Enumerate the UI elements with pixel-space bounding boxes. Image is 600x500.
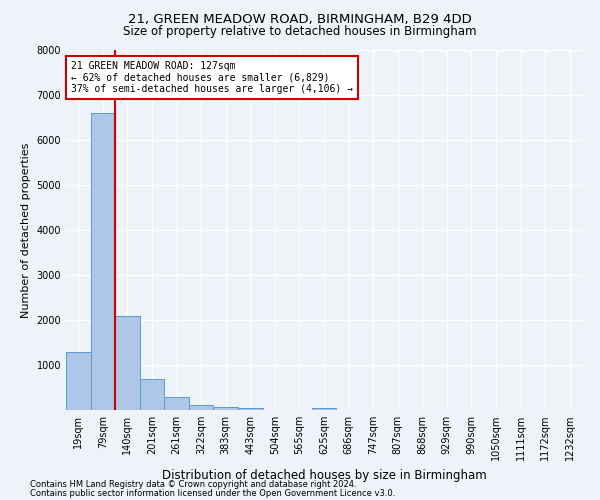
Text: Size of property relative to detached houses in Birmingham: Size of property relative to detached ho… (123, 25, 477, 38)
Bar (91, 113, 115, 410)
Text: Contains public sector information licensed under the Open Government Licence v3: Contains public sector information licen… (30, 488, 395, 498)
Bar (66, 352, 91, 410)
Y-axis label: Number of detached properties: Number of detached properties (21, 142, 31, 318)
Bar (238, 408, 263, 410)
Bar (115, 316, 140, 410)
Bar (214, 407, 238, 410)
Bar (189, 404, 214, 410)
Text: 21 GREEN MEADOW ROAD: 127sqm
← 62% of detached houses are smaller (6,829)
37% of: 21 GREEN MEADOW ROAD: 127sqm ← 62% of de… (71, 61, 353, 94)
Bar (140, 378, 164, 410)
Text: 21, GREEN MEADOW ROAD, BIRMINGHAM, B29 4DD: 21, GREEN MEADOW ROAD, BIRMINGHAM, B29 4… (128, 12, 472, 26)
Bar (312, 408, 336, 410)
Bar (164, 397, 189, 410)
X-axis label: Distribution of detached houses by size in Birmingham: Distribution of detached houses by size … (161, 468, 487, 481)
Text: Contains HM Land Registry data © Crown copyright and database right 2024.: Contains HM Land Registry data © Crown c… (30, 480, 356, 489)
